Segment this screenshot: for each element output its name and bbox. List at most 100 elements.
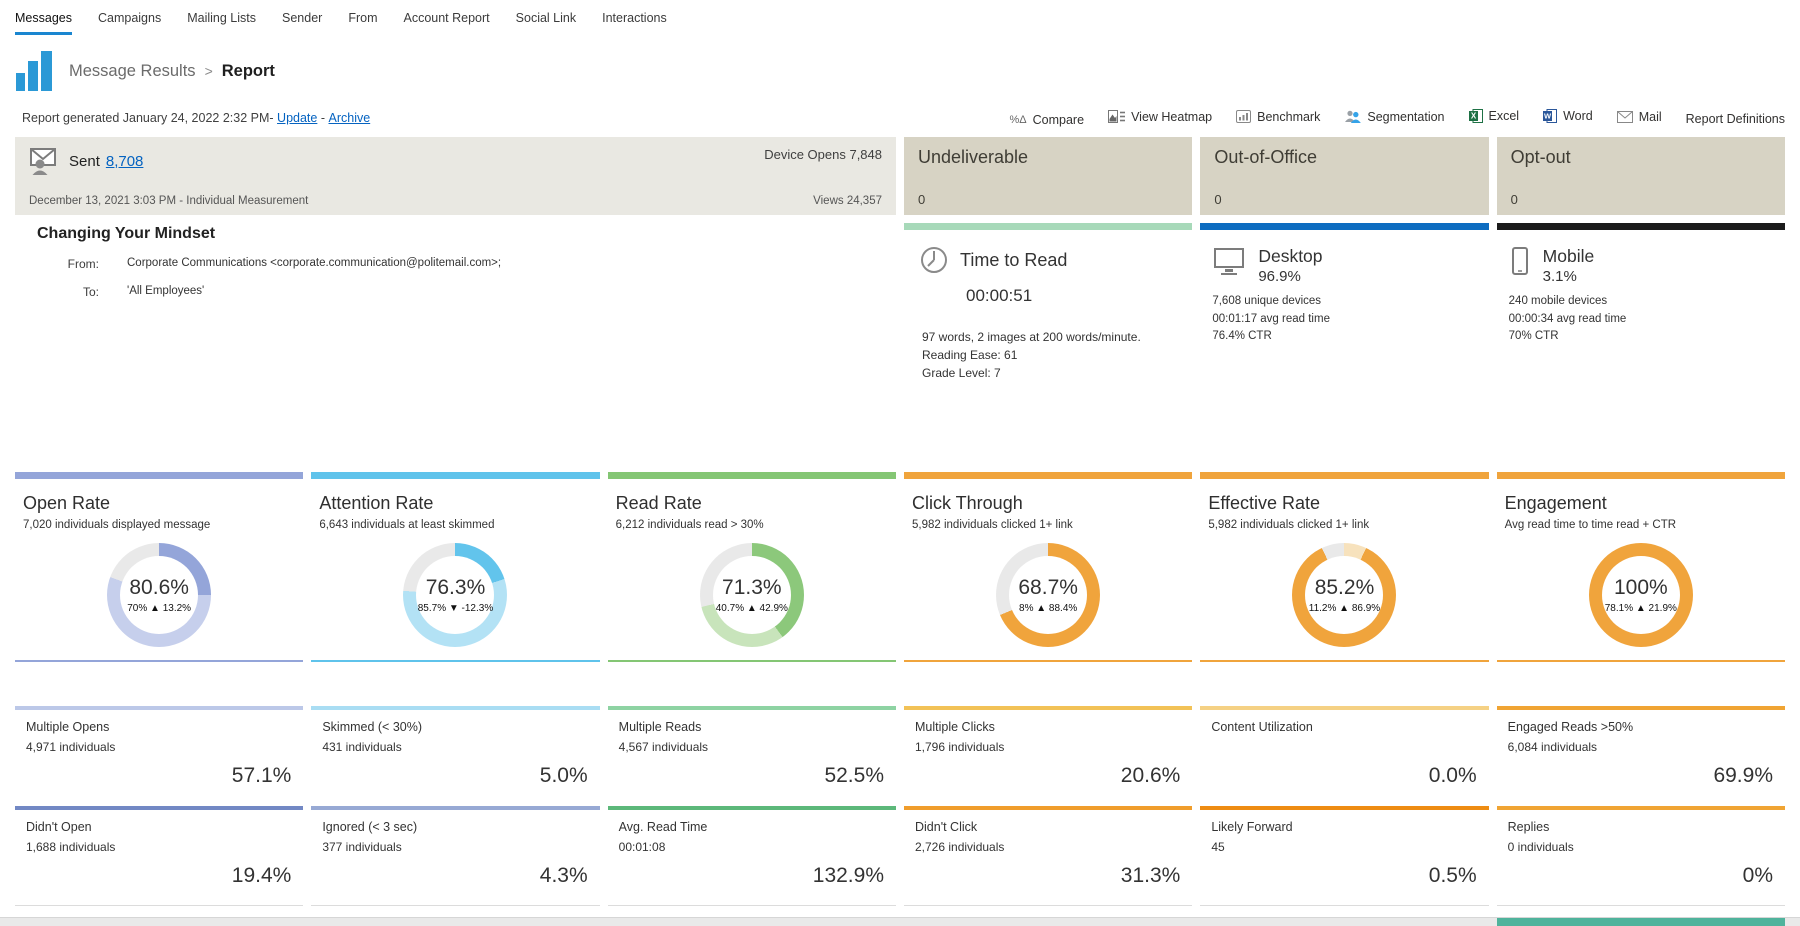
- sub-metrics-row-2: Didn't Open1,688 individuals19.4%Ignored…: [0, 806, 1800, 906]
- metric-card-bottom-line: [15, 660, 303, 662]
- sub-metric-replies: Replies0 individuals0%: [1497, 806, 1785, 906]
- tab-from[interactable]: From: [348, 11, 377, 32]
- donut-chart-read-rate: 71.3%40.7% ▲ 42.9%: [700, 543, 804, 647]
- metric-card-accent-bar: [608, 472, 896, 479]
- bottom-scroll-track[interactable]: [0, 917, 1800, 926]
- opt-out-title: Opt-out: [1511, 147, 1771, 168]
- metric-card-accent-bar: [15, 472, 303, 479]
- sub-metric-didn-t-click: Didn't Click2,726 individuals31.3%: [904, 806, 1192, 906]
- time-to-read-value: 00:00:51: [966, 286, 1192, 306]
- sub-metric-value: 0.5%: [1211, 864, 1476, 888]
- sub-metric-multiple-clicks: Multiple Clicks1,796 individuals20.6%: [904, 706, 1192, 806]
- desktop-title: Desktop: [1258, 246, 1322, 267]
- from-label: From:: [37, 257, 99, 271]
- toolbar-label: Excel: [1489, 109, 1520, 123]
- message-from-row: From: Corporate Communications <corporat…: [37, 257, 896, 271]
- sent-panel-bottom: December 13, 2021 3:03 PM - Individual M…: [29, 195, 882, 207]
- sent-panel-top: Sent 8,708 Device Opens 7,848: [29, 147, 882, 175]
- metric-card-accent-bar: [1497, 472, 1785, 479]
- svg-text:X: X: [1470, 112, 1476, 121]
- sub-metric-detail: 4,567 individuals: [619, 740, 884, 754]
- sub-metric-detail: 2,726 individuals: [915, 840, 1180, 854]
- tab-campaigns[interactable]: Campaigns: [98, 11, 161, 32]
- toolbar-compare-button[interactable]: %ΔCompare: [1010, 113, 1085, 127]
- overview-grid: Sent 8,708 Device Opens 7,848 December 1…: [0, 137, 1800, 442]
- metric-card-click-through: Click Through5,982 individuals clicked 1…: [904, 472, 1192, 662]
- sub-metric-value: 0%: [1508, 864, 1773, 888]
- donut-chart-open-rate: 80.6%70% ▲ 13.2%: [107, 543, 211, 647]
- sub-metric-label: Multiple Opens: [26, 720, 291, 734]
- metric-card-bottom-line: [311, 660, 599, 662]
- mail-icon: [1617, 111, 1633, 123]
- tab-account-report[interactable]: Account Report: [403, 11, 489, 32]
- tab-interactions[interactable]: Interactions: [602, 11, 667, 32]
- metric-card-subtitle: 6,643 individuals at least skimmed: [319, 519, 599, 531]
- sub-metric-value: 5.0%: [322, 764, 587, 788]
- toolbar-word-button[interactable]: WWord: [1543, 109, 1593, 123]
- brand-row: Message Results > Report: [0, 35, 1800, 99]
- sub-metric-likely-forward: Likely Forward450.5%: [1200, 806, 1488, 906]
- time-to-read-grade: Grade Level: 7: [922, 364, 1192, 382]
- metric-card-attention-rate: Attention Rate6,643 individuals at least…: [311, 472, 599, 662]
- percent-delta-icon: %Δ: [1010, 114, 1027, 126]
- donut-chart-attention-rate: 76.3%85.7% ▼ -12.3%: [403, 543, 507, 647]
- out-of-office-title: Out-of-Office: [1214, 147, 1474, 168]
- tab-mailing-lists[interactable]: Mailing Lists: [187, 11, 256, 32]
- archive-link[interactable]: Archive: [329, 111, 371, 125]
- toolbar-benchmark-button[interactable]: Benchmark: [1236, 110, 1320, 124]
- donut-center: 76.3%85.7% ▼ -12.3%: [416, 556, 494, 634]
- toolbar-label: Benchmark: [1257, 110, 1320, 124]
- sub-metric-label: Multiple Clicks: [915, 720, 1180, 734]
- donut-center: 80.6%70% ▲ 13.2%: [120, 556, 198, 634]
- toolbar-view-heatmap-button[interactable]: View Heatmap: [1108, 110, 1212, 124]
- sub-metric-detail: 4,971 individuals: [26, 740, 291, 754]
- sub-metric-detail: 00:01:08: [619, 840, 884, 854]
- tab-social-link[interactable]: Social Link: [516, 11, 576, 32]
- donut-center: 100%78.1% ▲ 21.9%: [1602, 556, 1680, 634]
- tab-messages[interactable]: Messages: [15, 11, 72, 35]
- to-label: To:: [37, 285, 99, 299]
- word-icon: W: [1543, 109, 1557, 123]
- mobile-ctr: 70% CTR: [1509, 328, 1785, 346]
- sub-metric-content-utilization: Content Utilization0.0%: [1200, 706, 1488, 806]
- sub-metric-value: 132.9%: [619, 864, 884, 888]
- opt-out-column: Opt-out 0 Mobile 3.1% 240 mobile devices: [1497, 137, 1785, 442]
- sub-metrics-row-1: Multiple Opens4,971 individuals57.1%Skim…: [0, 706, 1800, 806]
- sub-metric-detail: 431 individuals: [322, 740, 587, 754]
- toolbar-excel-button[interactable]: X Excel: [1469, 109, 1520, 123]
- next-row-accent-bar: [1497, 918, 1785, 926]
- opt-out-value: 0: [1511, 192, 1771, 207]
- sent-column: Sent 8,708 Device Opens 7,848 December 1…: [15, 137, 896, 442]
- device-opens-value: Device Opens 7,848: [764, 147, 882, 162]
- tab-sender[interactable]: Sender: [282, 11, 322, 32]
- metric-card-read-rate: Read Rate6,212 individuals read > 30%71.…: [608, 472, 896, 662]
- metric-card-accent-bar: [904, 472, 1192, 479]
- time-to-read-words: 97 words, 2 images at 200 words/minute.: [922, 328, 1192, 346]
- toolbar-segmentation-button[interactable]: Segmentation: [1344, 110, 1444, 124]
- metric-card-effective-rate: Effective Rate5,982 individuals clicked …: [1200, 472, 1488, 662]
- donut-percent-value: 76.3%: [426, 576, 486, 600]
- metric-card-bottom-line: [608, 660, 896, 662]
- update-link[interactable]: Update: [277, 111, 317, 125]
- clock-icon: [920, 246, 948, 274]
- sub-metric-label: Didn't Open: [26, 820, 291, 834]
- metric-card-subtitle: 7,020 individuals displayed message: [23, 519, 303, 531]
- segmentation-icon: [1344, 110, 1361, 123]
- toolbar-label: View Heatmap: [1131, 110, 1212, 124]
- page-title: Report: [222, 62, 275, 81]
- sub-metric-value: 20.6%: [915, 764, 1180, 788]
- sent-count-link[interactable]: 8,708: [106, 153, 144, 170]
- sub-metric-label: Replies: [1508, 820, 1773, 834]
- metric-card-bottom-line: [904, 660, 1192, 662]
- desktop-block: Desktop 96.9% 7,608 unique devices 00:01…: [1200, 230, 1488, 442]
- breadcrumb-section[interactable]: Message Results: [69, 62, 196, 81]
- mobile-percent: 3.1%: [1543, 268, 1595, 285]
- mobile-icon: [1509, 246, 1531, 278]
- desktop-ctr: 76.4% CTR: [1212, 328, 1488, 346]
- toolbar-mail-button[interactable]: Mail: [1617, 110, 1662, 124]
- toolbar-report-definitions-button[interactable]: Report Definitions: [1686, 112, 1785, 126]
- sub-metric-detail: 1,688 individuals: [26, 840, 291, 854]
- sub-metric-skimmed-30: Skimmed (< 30%)431 individuals5.0%: [311, 706, 599, 806]
- metric-card-title: Engagement: [1505, 493, 1785, 514]
- undeliverable-value: 0: [918, 192, 1178, 207]
